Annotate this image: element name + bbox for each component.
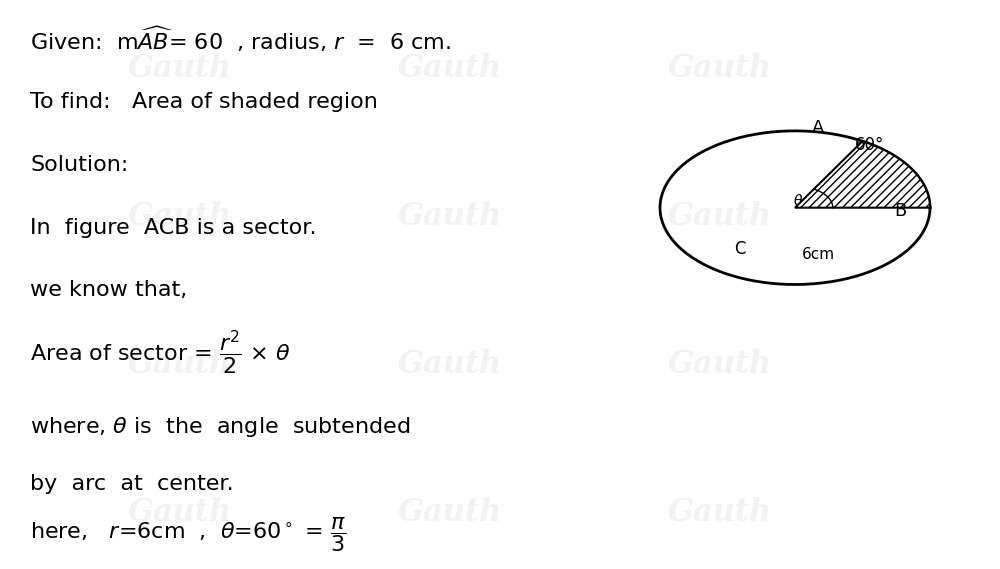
Text: B: B	[894, 201, 906, 220]
Polygon shape	[795, 141, 930, 208]
Text: Gauth: Gauth	[398, 349, 502, 380]
Text: Gauth: Gauth	[398, 53, 502, 84]
Text: Gauth: Gauth	[128, 497, 232, 527]
Text: 60°: 60°	[855, 136, 885, 154]
Text: Solution:: Solution:	[30, 155, 128, 175]
Text: Area of sector = $\dfrac{r^2}{2}$ $\times$ $\theta$: Area of sector = $\dfrac{r^2}{2}$ $\time…	[30, 329, 290, 377]
Text: Gauth: Gauth	[128, 53, 232, 84]
Text: Given:  m$\widehat{AB}$= 60  , radius, $r$  =  6 cm.: Given: m$\widehat{AB}$= 60 , radius, $r$…	[30, 25, 451, 55]
Text: In  figure  ACB is a sector.: In figure ACB is a sector.	[30, 217, 316, 238]
Text: To find:   Area of shaded region: To find: Area of shaded region	[30, 92, 378, 113]
Text: Gauth: Gauth	[668, 201, 772, 232]
Text: Gauth: Gauth	[668, 53, 772, 84]
Text: 6cm: 6cm	[801, 248, 835, 262]
Text: $\theta$: $\theta$	[793, 193, 803, 208]
Text: Gauth: Gauth	[128, 349, 232, 380]
Text: Gauth: Gauth	[668, 349, 772, 380]
Text: Gauth: Gauth	[398, 497, 502, 527]
Text: by  arc  at  center.: by arc at center.	[30, 473, 234, 494]
Text: Gauth: Gauth	[128, 201, 232, 232]
Text: we know that,: we know that,	[30, 280, 187, 300]
Text: where, $\theta$ is  the  angle  subtended: where, $\theta$ is the angle subtended	[30, 415, 410, 439]
Text: C: C	[734, 240, 746, 258]
Text: here,   $r$=6cm  ,  $\theta$=60$^\circ$ = $\dfrac{\pi}{3}$: here, $r$=6cm , $\theta$=60$^\circ$ = $\…	[30, 516, 346, 554]
Text: A: A	[812, 119, 824, 137]
Text: Gauth: Gauth	[398, 201, 502, 232]
Text: Gauth: Gauth	[668, 497, 772, 527]
